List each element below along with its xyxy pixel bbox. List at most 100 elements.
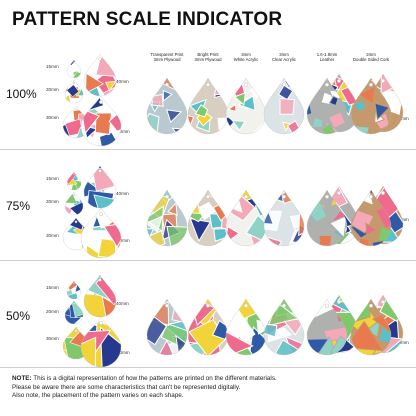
size-label-20mm: 20mm [46,199,59,204]
pattern-shard [69,67,76,74]
pattern-shard [226,115,235,129]
header-line-1: 1.6-1.8mm [316,52,338,57]
sample-40mm [83,53,117,97]
size-label-30mm: 30mm [46,115,59,120]
note-line-3: Also note, the placement of the pattern … [12,392,184,400]
header-line-1: Bright Print [197,52,219,57]
pattern-shard [67,292,79,299]
pattern-shard [371,239,385,246]
hanging-hole [74,329,78,333]
pattern-shard [194,104,209,118]
header-line-2: White Acrylic [233,57,259,62]
hanging-hole [99,212,103,216]
pattern-shard [65,192,72,197]
hanging-hole [369,82,373,87]
hanging-hole [282,194,286,199]
hanging-hole [73,61,75,64]
pattern-shard [147,215,163,233]
size-label-30mm: 30mm [46,336,59,341]
material-sample [225,189,267,247]
header-line-1: 3mm [241,52,251,57]
pattern-shard [94,112,113,136]
hanging-hole [98,57,102,61]
pattern-shard [352,99,367,114]
pattern-shard [162,89,173,102]
size-label-20mm: 20mm [46,87,59,92]
pattern-shard [226,190,243,214]
pattern-shard [215,301,228,318]
material-header-bright-plywood: Bright Print 3mm Plywood [178,52,238,62]
size-label-40mm: 40mm [116,301,129,306]
hanging-hole [98,169,102,173]
pattern-shard [288,78,304,89]
note-label: NOTE: [12,375,32,382]
pattern-shard [67,289,76,299]
material-sample [146,189,188,247]
header-line-2: 3mm Plywood [153,57,181,62]
hanging-hole [98,278,102,282]
row-divider [0,367,416,368]
row-divider [0,149,416,150]
hanging-hole [74,108,78,112]
size-label-30mm: 30mm [46,233,59,238]
hanging-hole [244,82,248,87]
scale-label-100: 100% [6,87,37,101]
hanging-hole [73,81,75,84]
pattern-shard [84,292,108,317]
material-sample [187,298,229,356]
pattern-shard [189,217,212,243]
hanging-hole [381,300,385,304]
hanging-hole [73,193,75,196]
row-divider [0,260,416,261]
pattern-shard [354,125,371,134]
note-line-2: Please be aware there are some character… [12,383,241,391]
scale-label-75: 75% [6,199,31,213]
pattern-shard [167,202,178,216]
pattern-shard [105,80,116,92]
material-header-white-acrylic: 3mm White Acrylic [216,52,276,62]
pattern-shard [231,119,246,131]
size-label-40mm: 40mm [116,191,129,196]
pattern-shard [66,84,80,97]
pattern-shard [275,339,300,355]
hanging-hole [244,303,248,308]
pattern-shard [63,106,71,114]
hanging-hole [73,302,75,305]
pattern-shard [217,78,228,92]
size-label-15mm: 15mm [46,176,59,181]
material-sample [187,189,229,247]
hanging-hole [381,79,385,83]
pattern-shard [85,72,105,94]
pattern-shard [63,231,84,250]
hanging-hole [369,303,373,308]
pattern-shard [296,190,304,197]
hanging-hole [337,300,341,304]
hanging-hole [325,194,329,199]
pattern-shard [230,299,258,320]
pattern-shard [175,334,187,355]
sample-40mm [83,274,117,318]
pattern-shard [213,85,225,96]
pattern-shard [147,80,156,89]
pattern-shard [311,116,324,128]
pattern-shard [380,74,403,95]
pattern-shard [151,93,164,107]
page-title: PATTERN SCALE INDICATOR [12,9,283,30]
header-line-2: 3mm Plywood [194,57,222,62]
hanging-hole [73,282,75,285]
pattern-shard [264,299,275,307]
pattern-shard [179,84,187,93]
material-sample [263,298,305,356]
hanging-hole [74,220,78,224]
pattern-shard [375,202,391,230]
pattern-shard [251,190,266,204]
pattern-shard [147,78,157,84]
sample-50mm [80,95,122,147]
hanging-hole [99,100,103,104]
hanging-hole [282,82,286,87]
note-line-1: This is a digital representation of how … [31,375,277,382]
material-header-clear-acrylic: 3mm Clear Acrylic [254,52,314,62]
hanging-hole [73,173,75,176]
hanging-hole [206,82,210,87]
